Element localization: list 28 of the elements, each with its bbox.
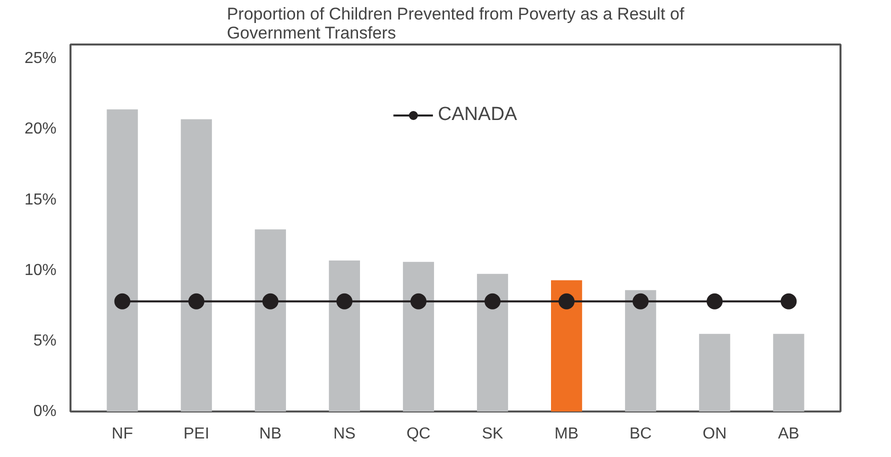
bar	[254, 229, 286, 412]
x-tick-label: QC	[406, 426, 430, 442]
bar	[402, 262, 434, 412]
bar	[625, 290, 656, 412]
legend-label: CANADA	[438, 104, 518, 126]
x-tick-label: NS	[333, 426, 356, 442]
y-tick-label: 25%	[24, 50, 57, 68]
x-tick-label: NF	[112, 426, 134, 442]
bar	[106, 109, 138, 412]
bar	[773, 334, 804, 412]
x-tick-label: MB	[554, 426, 579, 442]
x-tick-label: ON	[702, 426, 727, 442]
x-tick-label: NB	[259, 426, 282, 442]
y-tick-label: 5%	[33, 332, 56, 350]
chart-title: Proportion of Children Prevented from Poverty as a Result of Government Transfers	[226, 4, 684, 42]
y-tick-label: 0%	[33, 403, 56, 420]
bar	[180, 119, 212, 412]
x-tick-label: PEI	[183, 426, 210, 442]
x-tick-label: AB	[778, 426, 800, 442]
y-tick-label: 20%	[24, 120, 57, 138]
bar	[699, 334, 730, 412]
y-tick-label: 10%	[24, 262, 57, 279]
x-tick-label: BC	[629, 426, 652, 442]
bar	[476, 274, 508, 412]
x-tick-label: SK	[482, 426, 504, 442]
bar	[551, 280, 582, 412]
y-tick-label: 15%	[24, 191, 57, 208]
bar	[328, 260, 360, 412]
